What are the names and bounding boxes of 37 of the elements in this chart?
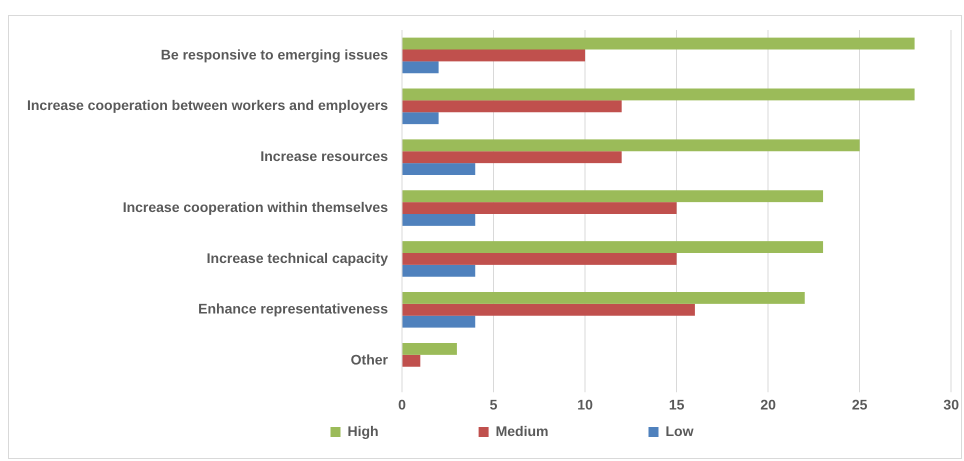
x-tick-label: 25 — [852, 396, 868, 412]
y-tick-label: Be responsive to emerging issues — [160, 46, 388, 62]
x-tick-label: 0 — [398, 396, 406, 412]
y-tick-label: Enhance representativeness — [198, 300, 388, 317]
bar — [402, 38, 915, 50]
legend-label: Low — [666, 422, 694, 439]
bar — [402, 304, 695, 316]
y-tick-label: Other — [350, 352, 389, 368]
legend-label: Medium — [496, 422, 548, 439]
bar — [402, 163, 476, 176]
x-tick-label: 20 — [760, 396, 776, 412]
legend-label: High — [348, 422, 379, 439]
bar — [402, 202, 677, 214]
bar — [402, 100, 622, 112]
bar — [402, 151, 622, 164]
bar — [402, 214, 476, 226]
x-tick-label: 5 — [490, 396, 498, 412]
x-tick-label: 30 — [943, 396, 960, 412]
y-tick-label: Increase cooperation within themselves — [122, 198, 388, 215]
bar — [402, 316, 476, 328]
bar — [402, 88, 915, 100]
bar — [402, 342, 457, 355]
y-tick-label: Increase resources — [260, 148, 388, 164]
y-tick-label: Increase technical capacity — [206, 250, 388, 266]
x-tick-label: 15 — [668, 396, 685, 412]
bar — [402, 112, 439, 124]
bar — [402, 50, 586, 62]
bar — [402, 190, 824, 202]
bar — [402, 292, 805, 304]
bar — [402, 253, 677, 265]
y-tick-label: Increase cooperation between workers and employers — [26, 97, 388, 114]
bar — [402, 241, 824, 254]
bar — [402, 354, 420, 367]
bar — [402, 139, 860, 152]
bar — [402, 61, 439, 74]
x-tick-label: 10 — [577, 396, 594, 412]
bar — [402, 264, 476, 277]
